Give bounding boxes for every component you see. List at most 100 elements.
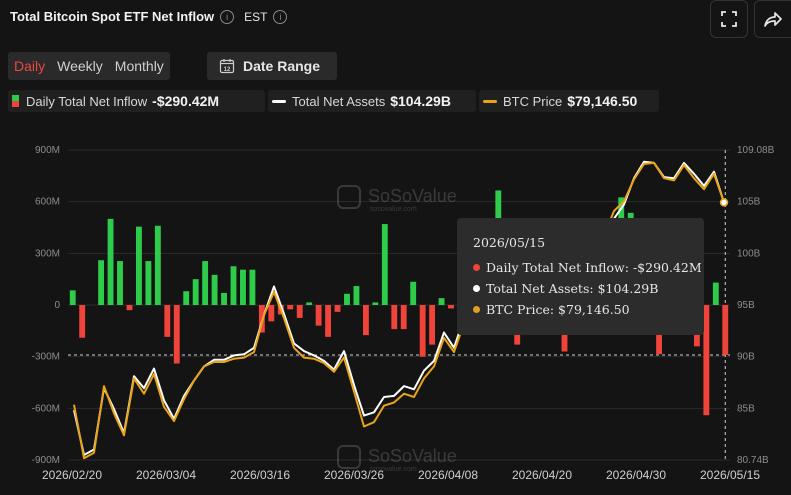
inflow-bar[interactable] [429, 305, 436, 345]
x-tick-label: 2026/05/15 [700, 468, 760, 482]
inflow-bar[interactable] [703, 305, 710, 416]
tab-weekly[interactable]: Weekly [57, 58, 103, 74]
inflow-bar[interactable] [448, 305, 454, 309]
inflow-bar[interactable] [438, 298, 445, 305]
legend-label-daily-inflow: Daily Total Net Inflow [26, 93, 148, 109]
inflow-bar[interactable] [410, 281, 417, 305]
tooltip-row-net-assets: Total Net Assets: $104.29B [473, 281, 704, 296]
tooltip-dot [473, 264, 480, 271]
fullscreen-button[interactable] [710, 0, 748, 38]
inflow-bar[interactable] [107, 218, 114, 305]
inflow-bar[interactable] [202, 261, 209, 305]
chart-title: Total Bitcoin Spot ETF Net Inflow i EST … [10, 9, 288, 24]
watermark-brand: SoSoValue [368, 186, 457, 206]
inflow-bar[interactable] [315, 305, 322, 326]
share-icon [764, 12, 782, 27]
y2-tick-label: 90B [737, 352, 755, 363]
inflow-bar[interactable] [211, 274, 218, 305]
inflow-bar[interactable] [287, 305, 294, 310]
timezone-label: EST [244, 9, 268, 24]
y-tick-label: 0 [54, 300, 60, 311]
sosovalue-watermark: SoSoValue sosovalue.com [337, 445, 457, 473]
x-tick-label: 2026/02/20 [42, 468, 102, 482]
inflow-bar[interactable] [391, 305, 398, 330]
net-assets-line[interactable] [73, 160, 725, 456]
tooltip-dot [473, 285, 480, 292]
x-tick-label: 2026/04/30 [606, 468, 666, 482]
inflow-bar[interactable] [240, 269, 246, 305]
legend-item-net-assets[interactable]: Total Net Assets $104.29B [268, 90, 476, 112]
timezone-info-icon[interactable]: i [273, 9, 288, 24]
inflow-bar[interactable] [164, 305, 171, 337]
inflow-bar[interactable] [268, 305, 275, 322]
inflow-bar[interactable] [230, 266, 237, 305]
legend-item-btc-price[interactable]: BTC Price $79,146.50 [479, 90, 659, 112]
inflow-bar[interactable] [69, 290, 76, 305]
x-tick-label: 2026/04/08 [418, 468, 478, 482]
tooltip-label: Total Net Assets: [486, 281, 594, 296]
legend-value-daily-inflow: -$290.42M [152, 93, 220, 109]
sosovalue-watermark: SoSoValue sosovalue.com [337, 185, 457, 213]
inflow-bar[interactable] [183, 291, 190, 305]
inflow-bar[interactable] [325, 305, 332, 337]
inflow-bar[interactable] [154, 225, 161, 305]
y2-tick-label: 85B [737, 403, 755, 414]
x-tick-label: 2026/04/20 [512, 468, 572, 482]
inflow-bar[interactable] [135, 226, 142, 305]
tooltip-date: 2026/05/15 [473, 235, 546, 250]
inflow-bar[interactable] [98, 260, 105, 305]
y2-tick-label: 80.74B [737, 455, 769, 466]
watermark-brand: SoSoValue [368, 446, 457, 466]
inflow-bar[interactable] [722, 305, 729, 355]
y2-tick-label: 100B [737, 248, 761, 259]
x-tick-label: 2026/03/26 [324, 468, 384, 482]
tooltip-label: BTC Price: [486, 302, 555, 317]
legend-label-btc-price: BTC Price [503, 93, 563, 109]
btc-price-line[interactable] [73, 161, 725, 460]
tooltip-row-inflow: Daily Total Net Inflow: -$290.42M [473, 260, 704, 275]
date-range-button[interactable]: 12 Date Range [207, 52, 337, 80]
y-tick-label: 900M [35, 145, 60, 156]
legend-item-daily-inflow[interactable]: Daily Total Net Inflow -$290.42M [8, 90, 265, 112]
inflow-bar[interactable] [79, 305, 86, 338]
selected-point-marker [719, 198, 729, 207]
inflow-bar[interactable] [334, 305, 341, 312]
info-icon[interactable]: i [220, 9, 235, 24]
tooltip-label: Daily Total Net Inflow: [486, 260, 629, 275]
tab-daily[interactable]: Daily [14, 58, 46, 74]
y2-tick-label: 109.08B [737, 145, 775, 156]
watermark-site: sosovalue.com [370, 466, 417, 473]
y2-tick-label: 105B [737, 197, 761, 208]
x-tick-label: 2026/03/04 [136, 468, 196, 482]
calendar-icon-number: 12 [224, 67, 231, 73]
inflow-bar[interactable] [344, 293, 350, 305]
y2-tick-label: 95B [737, 300, 755, 311]
share-button[interactable] [754, 0, 791, 38]
inflow-bar[interactable] [306, 302, 313, 305]
inflow-bar[interactable] [381, 224, 388, 305]
inflow-bar[interactable] [353, 286, 360, 305]
chart-tooltip: 2026/05/15 Daily Total Net Inflow: -$290… [457, 218, 704, 335]
inflow-bar[interactable] [296, 305, 303, 318]
inflow-bar[interactable] [372, 302, 379, 305]
inflow-bar[interactable] [419, 305, 426, 357]
inflow-bar[interactable] [117, 261, 123, 305]
calendar-icon: 12 [219, 59, 235, 74]
period-tabs: Daily Weekly Monthly [8, 52, 170, 80]
inflow-bar[interactable] [221, 292, 227, 305]
inflow-bar[interactable] [192, 279, 199, 305]
tab-monthly[interactable]: Monthly [114, 58, 164, 74]
x-tick-label: 2026/03/16 [230, 468, 290, 482]
title-text: Total Bitcoin Spot ETF Net Inflow [10, 9, 215, 24]
tooltip-value: $79,146.50 [558, 302, 630, 317]
inflow-bar[interactable] [712, 282, 719, 305]
legend-label-net-assets: Total Net Assets [292, 93, 386, 109]
inflow-bar[interactable] [362, 305, 369, 336]
inflow-bar[interactable] [249, 269, 256, 305]
inflow-bar[interactable] [145, 261, 152, 305]
inflow-bar[interactable] [126, 305, 133, 311]
legend-value-net-assets: $104.29B [390, 93, 451, 109]
y-tick-label: 300M [35, 248, 60, 259]
inflow-bar[interactable] [400, 305, 407, 330]
inflow-bar[interactable] [173, 305, 180, 364]
